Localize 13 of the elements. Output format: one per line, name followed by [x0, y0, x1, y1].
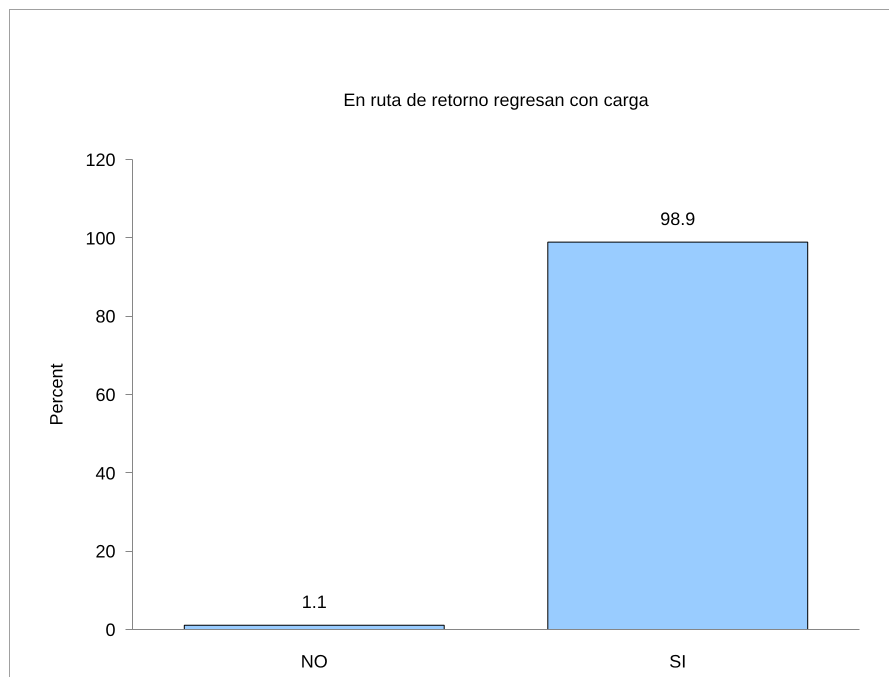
y-tick-label: 80 — [95, 306, 116, 327]
data-label: 1.1 — [302, 592, 327, 612]
y-tick-label: 100 — [85, 228, 116, 248]
y-tick-label: 20 — [95, 542, 116, 562]
x-tick-label: NO — [300, 652, 328, 672]
y-tick-label: 40 — [95, 463, 116, 484]
data-label: 98.9 — [660, 209, 696, 230]
y-tick-label: 0 — [105, 620, 116, 640]
chart-title: En ruta de retorno regresan con carga — [343, 90, 650, 110]
y-tick-label: 120 — [85, 150, 116, 170]
y-tick-label: 60 — [95, 385, 116, 405]
x-tick-label: SI — [669, 652, 686, 672]
y-axis-title: Percent — [46, 363, 66, 426]
